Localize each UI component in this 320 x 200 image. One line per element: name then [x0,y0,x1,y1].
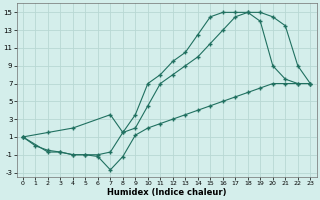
X-axis label: Humidex (Indice chaleur): Humidex (Indice chaleur) [107,188,226,197]
